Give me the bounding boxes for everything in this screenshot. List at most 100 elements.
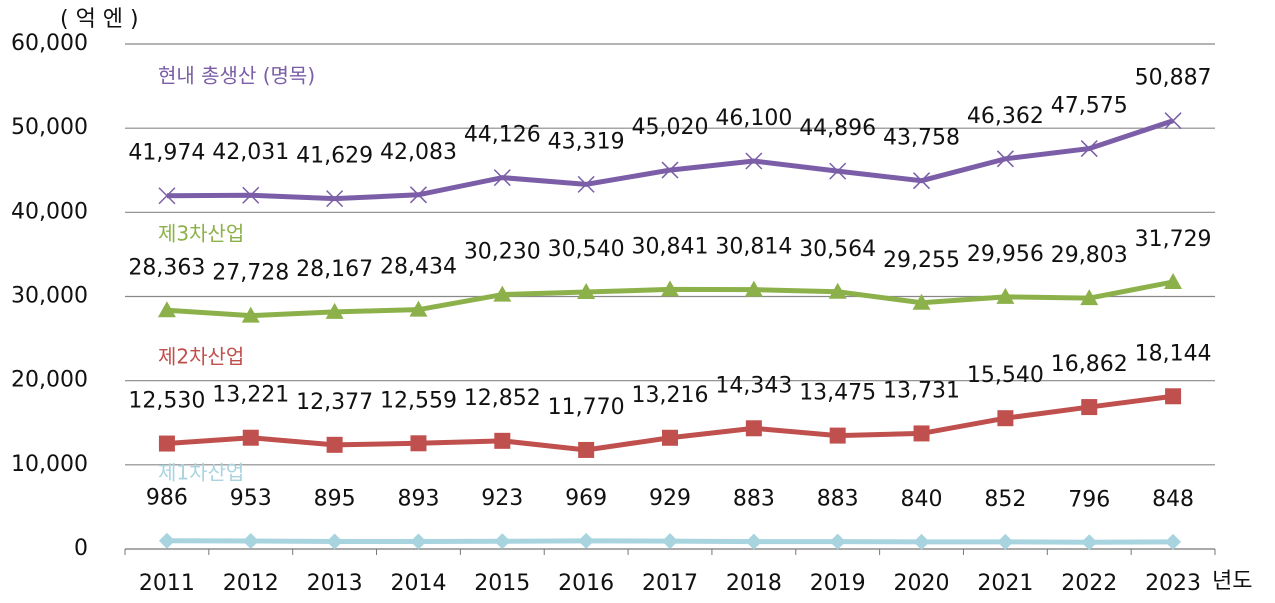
y-tick-label: 30,000	[11, 284, 88, 309]
marker	[577, 282, 596, 299]
data-label: 12,852	[464, 386, 541, 411]
data-label: 31,729	[1135, 227, 1212, 252]
y-tick-label: 60,000	[11, 31, 88, 56]
marker	[997, 533, 1014, 550]
data-label: 953	[230, 486, 272, 511]
data-label: 15,540	[967, 363, 1044, 388]
marker	[1080, 289, 1099, 306]
data-label: 986	[146, 486, 188, 511]
marker	[829, 427, 846, 444]
data-label: 12,377	[296, 390, 373, 415]
marker	[326, 533, 343, 550]
y-tick-label: 40,000	[11, 199, 88, 224]
data-label: 852	[984, 487, 1026, 512]
data-label: 41,629	[296, 144, 373, 169]
series-label: 현내 총생산 (명목)	[158, 64, 315, 88]
marker	[157, 301, 176, 318]
data-label: 883	[733, 487, 775, 512]
x-tick-label: 2013	[307, 571, 363, 596]
marker	[1164, 272, 1183, 289]
marker	[158, 532, 175, 549]
marker	[913, 533, 930, 550]
marker	[661, 161, 679, 179]
marker	[996, 287, 1015, 304]
x-tick-label: 2022	[1061, 571, 1117, 596]
data-label: 883	[817, 487, 859, 512]
marker	[493, 285, 512, 302]
marker	[410, 533, 427, 550]
x-tick-label: 2015	[474, 571, 530, 596]
data-label: 848	[1152, 487, 1194, 512]
marker	[829, 162, 847, 180]
marker	[745, 420, 762, 437]
data-label: 796	[1068, 487, 1110, 512]
marker	[242, 429, 259, 446]
data-label: 13,221	[212, 383, 289, 408]
data-label: 893	[397, 486, 439, 511]
data-label: 12,559	[380, 388, 457, 413]
x-tick-label: 2011	[139, 571, 195, 596]
x-tick-label: 2018	[726, 571, 782, 596]
data-label: 42,083	[380, 140, 457, 165]
data-label: 28,434	[380, 255, 457, 280]
marker	[494, 432, 511, 449]
data-label: 27,728	[212, 261, 289, 286]
data-label: 28,167	[296, 257, 373, 282]
marker	[242, 186, 260, 204]
data-label: 30,841	[632, 234, 709, 259]
marker	[662, 533, 678, 550]
y-tick-label: 50,000	[11, 115, 88, 140]
y-tick-label: 10,000	[11, 452, 88, 477]
x-tick-label: 2016	[558, 571, 614, 596]
data-label: 13,216	[632, 383, 709, 408]
y-tick-label: 20,000	[11, 368, 88, 393]
marker	[1164, 112, 1182, 130]
series-label: 제1차산업	[158, 461, 244, 485]
data-label: 929	[649, 486, 691, 511]
data-label: 13,475	[799, 381, 876, 406]
data-label: 923	[481, 486, 523, 511]
data-label: 30,814	[715, 235, 792, 260]
marker	[745, 152, 763, 170]
data-label: 30,564	[799, 237, 876, 262]
marker	[242, 532, 259, 549]
marker	[493, 169, 511, 187]
data-label: 45,020	[632, 115, 709, 140]
data-label: 13,731	[883, 378, 960, 403]
data-label: 29,255	[883, 248, 960, 273]
x-tick-label: 2021	[977, 571, 1033, 596]
series-label: 제2차산업	[158, 345, 244, 369]
data-label: 29,956	[967, 242, 1044, 267]
data-label: 43,758	[883, 126, 960, 151]
marker	[913, 425, 930, 442]
marker	[913, 172, 931, 190]
data-label: 18,144	[1135, 341, 1212, 366]
marker	[241, 306, 260, 323]
data-label: 47,575	[1051, 94, 1128, 119]
marker	[410, 435, 427, 452]
data-label: 30,230	[464, 240, 541, 265]
data-label: 11,770	[548, 395, 625, 420]
data-label: 29,803	[1051, 243, 1128, 268]
marker	[578, 532, 595, 549]
marker	[409, 186, 427, 204]
x-tick-label: 2017	[642, 571, 698, 596]
marker	[828, 282, 847, 299]
marker	[1165, 533, 1182, 550]
data-label: 46,362	[967, 104, 1044, 129]
marker	[1081, 399, 1098, 416]
data-label: 46,100	[715, 106, 792, 131]
data-label: 41,974	[128, 141, 205, 166]
data-label: 14,343	[715, 373, 792, 398]
y-tick-label: 0	[74, 536, 88, 561]
marker	[409, 300, 428, 317]
marker	[1081, 534, 1098, 551]
marker	[158, 187, 176, 205]
marker	[912, 293, 931, 310]
data-label: 43,319	[548, 129, 625, 154]
data-label: 42,031	[212, 140, 289, 165]
x-tick-label: 2014	[390, 571, 446, 596]
marker	[578, 441, 595, 458]
data-label: 840	[901, 487, 943, 512]
